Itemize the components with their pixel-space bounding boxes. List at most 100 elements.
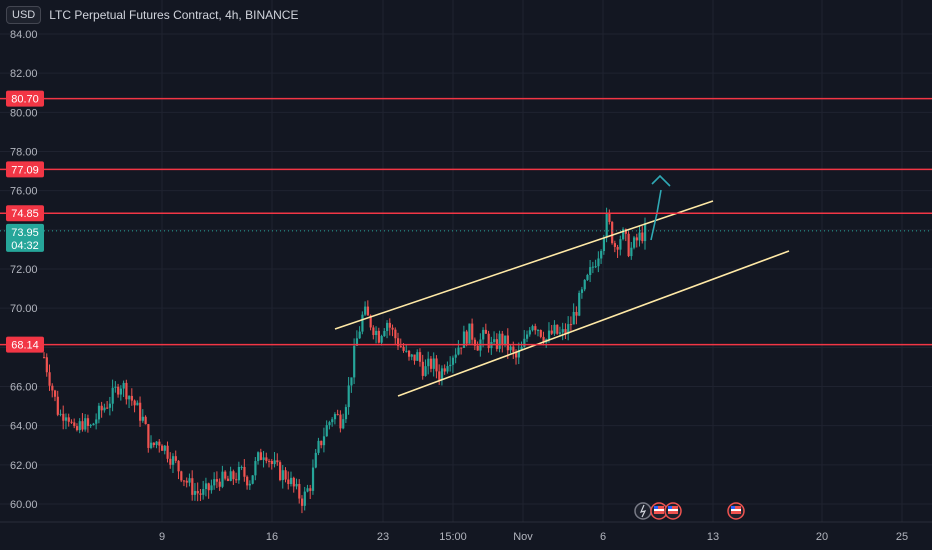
candle-body	[366, 306, 370, 316]
flag-stripe	[654, 509, 664, 511]
candle-body	[407, 350, 411, 357]
candle-body	[320, 440, 323, 446]
candle-body	[202, 488, 205, 495]
candle-body	[556, 324, 559, 334]
x-tick-label: 25	[896, 531, 908, 543]
flag-stripe	[668, 509, 678, 511]
candle-body	[602, 237, 606, 252]
candle-body	[136, 402, 139, 406]
candle-body	[342, 419, 345, 429]
x-tick-label: 20	[816, 531, 828, 543]
candle-body	[81, 421, 84, 430]
candle-body	[410, 354, 413, 357]
candle-body	[534, 326, 537, 331]
current-price-badge	[6, 223, 44, 252]
candle-body	[509, 346, 512, 351]
candle-body	[314, 452, 317, 468]
candle-body	[328, 422, 331, 426]
candle-body	[542, 336, 545, 343]
y-tick-label: 64.00	[10, 421, 38, 433]
candle-body	[413, 354, 416, 361]
candle-body	[550, 330, 553, 334]
candle-body	[347, 385, 350, 408]
candle-body	[484, 329, 488, 334]
candle-body	[185, 480, 188, 483]
candle-body	[350, 377, 353, 386]
candle-body	[575, 311, 578, 316]
candle-body	[336, 414, 339, 416]
candle-body	[600, 251, 603, 259]
candle-body	[344, 407, 348, 420]
candle-body	[369, 315, 372, 328]
candle-body	[512, 346, 515, 352]
candle-body	[641, 232, 644, 242]
candle-body	[246, 476, 249, 486]
candle-body	[62, 413, 65, 421]
candle-body	[388, 322, 391, 328]
current-price-label: 73.95	[11, 227, 39, 239]
candle-body	[578, 292, 581, 316]
candle-body	[75, 426, 79, 431]
x-tick-label: 15:00	[439, 531, 467, 543]
candle-body	[254, 461, 257, 476]
channel-upper-line	[334, 200, 714, 330]
y-tick-label: 80.00	[10, 107, 38, 119]
candle-body	[493, 339, 496, 342]
candle-body	[622, 229, 625, 240]
price-level-label: 80.70	[11, 94, 39, 106]
candle-body	[558, 332, 562, 334]
candle-body	[416, 352, 419, 361]
candle-body	[73, 422, 76, 427]
y-tick-label: 78.00	[10, 147, 38, 159]
flag-stripe	[731, 511, 741, 514]
candle-body	[394, 329, 397, 339]
candle-body	[122, 382, 125, 389]
currency-button[interactable]: USD	[6, 6, 42, 24]
candle-body	[45, 357, 48, 373]
candle-body	[580, 289, 584, 293]
candle-body	[199, 493, 202, 495]
candle-body	[144, 416, 147, 425]
candle-body	[84, 418, 87, 430]
candle-body	[193, 491, 197, 495]
candle-body	[504, 335, 507, 345]
x-tick-label: 16	[266, 531, 278, 543]
candle-body	[635, 237, 638, 241]
candle-body	[108, 403, 112, 408]
candle-body	[59, 413, 62, 415]
candle-body	[476, 345, 479, 351]
candle-body	[429, 358, 433, 369]
candle-body	[150, 442, 153, 448]
candle-body	[289, 477, 293, 485]
candle-body	[561, 329, 564, 333]
candle-body	[402, 346, 405, 351]
candle-body	[567, 324, 570, 334]
candle-body	[182, 480, 186, 482]
candle-body	[64, 417, 68, 421]
countdown-label: 04:32	[11, 240, 39, 252]
candle-body	[501, 333, 504, 345]
candle-body	[232, 471, 235, 480]
candle-body	[169, 458, 172, 465]
price-level-badge	[6, 336, 44, 353]
candle-body	[460, 347, 463, 349]
candle-body	[303, 491, 306, 506]
chart-header: USD LTC Perpetual Futures Contract, 4h, …	[6, 6, 298, 24]
candle-body	[196, 491, 199, 494]
candle-body	[161, 445, 164, 451]
flag-stripe	[668, 511, 678, 514]
candle-body	[51, 385, 54, 391]
flag-canton	[668, 506, 672, 509]
candle-body	[86, 418, 90, 426]
candle-body	[125, 382, 128, 400]
x-tick-label: 6	[600, 531, 606, 543]
candle-body	[309, 488, 312, 491]
flag-stripe	[731, 509, 741, 511]
candle-body	[78, 421, 81, 431]
candle-body	[525, 334, 529, 339]
channel-lower-line	[397, 250, 790, 397]
candle-body	[106, 407, 109, 409]
candle-body	[257, 452, 260, 462]
